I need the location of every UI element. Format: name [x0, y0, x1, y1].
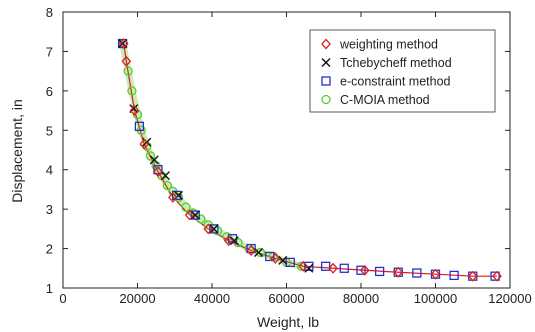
tchebycheff-method-point [149, 155, 159, 165]
e-constraint-method-point [134, 121, 145, 131]
tchebycheff-method-point [209, 224, 219, 234]
legend-box [309, 29, 496, 113]
y-tick-label: 3 [46, 202, 53, 217]
weighting-method-point [153, 166, 163, 178]
weighting-method-point [467, 270, 478, 282]
e-constraint-method-point [412, 268, 422, 278]
weighting-method-point [328, 262, 338, 274]
legend-tchebycheff-method-label: Tchebycheff method [340, 56, 452, 70]
weighting-method-point [203, 223, 214, 235]
x-tick-label: 80000 [343, 291, 379, 306]
weighting-method-point [430, 268, 441, 280]
c-moia-band-path [119, 40, 305, 270]
c-moia-method-point [123, 66, 133, 76]
x-tick-label: 100000 [414, 291, 457, 306]
tchebycheff-method-point [229, 236, 239, 246]
y-tick-label: 8 [46, 5, 53, 20]
x-tick-label: 60000 [268, 291, 304, 306]
e-constraint-method-point [374, 266, 385, 277]
c-moia-method-point [181, 202, 191, 212]
weighting-method-point [492, 270, 502, 282]
e-constraint-method-point [490, 271, 500, 281]
tchebycheff-method-point [190, 210, 200, 220]
e-constraint-method-point [171, 190, 182, 200]
e-constraint-method-point [449, 270, 459, 281]
x-tick-label: 40000 [194, 291, 230, 306]
e-constraint-method-point [356, 265, 366, 275]
axis-ticks: 0 20000 40000 60000 80000 100000 120000 1 2 3 4 5 6 7… [46, 5, 532, 306]
weighting-method-point [184, 209, 195, 221]
x-tick-label: 120000 [488, 291, 531, 306]
weighting-method-point [359, 264, 370, 276]
weighting-method-point [393, 266, 404, 278]
weighting-method-point [121, 55, 132, 67]
y-tick-label: 5 [46, 123, 53, 138]
weighting-method-point [139, 138, 150, 150]
legend-c-moia-method-marker [321, 94, 331, 105]
e-constraint-method-point [209, 224, 219, 234]
legend: weighting method Tchebycheff method e-cons… [309, 29, 496, 113]
x-tick-label: 20000 [119, 291, 155, 306]
e-constraint-method-point [339, 263, 349, 273]
legend-weighting-method-label: weighting method [339, 38, 438, 52]
weighting-method-point [168, 191, 178, 203]
e-constraint-method-point [304, 261, 314, 271]
c-moia-method-point [162, 180, 172, 191]
y-tick-label: 2 [46, 242, 53, 257]
e-constraint-method-point [320, 261, 331, 271]
weighting-method-point [223, 235, 234, 247]
y-tick-label: 6 [46, 84, 53, 99]
weighting-method-point [246, 245, 256, 257]
y-tick-label: 7 [46, 44, 53, 59]
weighting-method-point [270, 252, 281, 264]
y-tick-label: 1 [46, 281, 53, 296]
y-tick-label: 4 [46, 163, 53, 178]
chart-marks [117, 38, 502, 282]
legend-e-constraint-method-label: e-constraint method [340, 75, 451, 89]
e-constraint-method-point [190, 210, 200, 220]
c-moia-method-point [173, 192, 184, 202]
c-moia-method-point [145, 151, 156, 161]
c-moia-method-point [255, 247, 266, 258]
y-axis-label: Displacement, in [9, 99, 25, 203]
x-tick-label: 0 [59, 291, 66, 306]
tchebycheff-method-point [160, 171, 170, 181]
e-constraint-method-point [153, 165, 163, 175]
legend-weighting-method-marker [321, 38, 331, 50]
c-moia-band [119, 40, 305, 270]
x-axis-label: Weight, lb [257, 314, 319, 330]
c-moia-method-point [127, 86, 137, 96]
legend-tchebycheff-method-marker [321, 58, 331, 67]
tchebycheff-method-point [254, 248, 264, 258]
legend-c-moia-method-label: C-MOIA method [340, 93, 430, 107]
weighting-method-point [118, 38, 129, 50]
e-constraint-method-point [285, 257, 295, 268]
weighting-method-point [298, 260, 309, 272]
weighting-method-point [129, 105, 140, 117]
legend-e-constraint-method-marker [321, 76, 331, 86]
tchebycheff-method-point [278, 255, 288, 265]
